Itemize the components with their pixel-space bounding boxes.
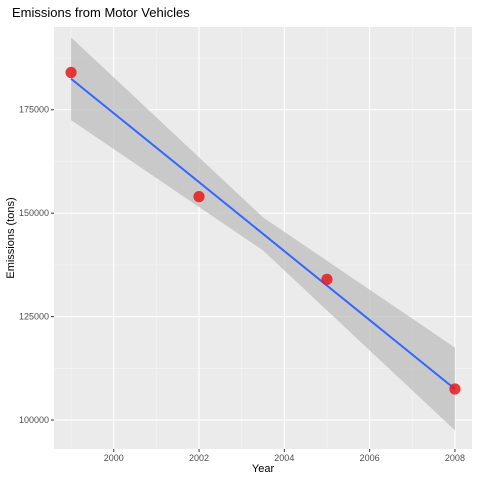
x-tick-label-4: 2008 (445, 453, 465, 463)
x-tick-label-0: 2000 (104, 453, 124, 463)
y-tick-label-0: 100000 (19, 415, 49, 425)
x-tick-label-3: 2006 (360, 453, 380, 463)
x-tick-label-1: 2002 (189, 453, 209, 463)
x-tick-label-2: 2004 (274, 453, 294, 463)
data-point-2 (321, 273, 333, 285)
data-point-3 (449, 383, 461, 395)
y-tick-label-3: 175000 (19, 105, 49, 115)
data-point-1 (193, 191, 205, 203)
data-point-0 (65, 66, 77, 79)
axes: 2000 2002 2004 2006 2008 100000 125000 150000 17… (19, 105, 465, 463)
trend-line-layer (70, 77, 456, 390)
y-tick-label-2: 150000 (19, 208, 49, 218)
x-axis-title: Year (252, 463, 275, 475)
chart-title: Emissions from Motor Vehicles (12, 5, 190, 20)
y-tick-label-1: 125000 (19, 312, 49, 322)
grid-lines (54, 27, 472, 449)
data-points (65, 66, 461, 395)
trend-line (70, 77, 456, 390)
y-axis-title: Emissions (tons) (5, 197, 17, 278)
